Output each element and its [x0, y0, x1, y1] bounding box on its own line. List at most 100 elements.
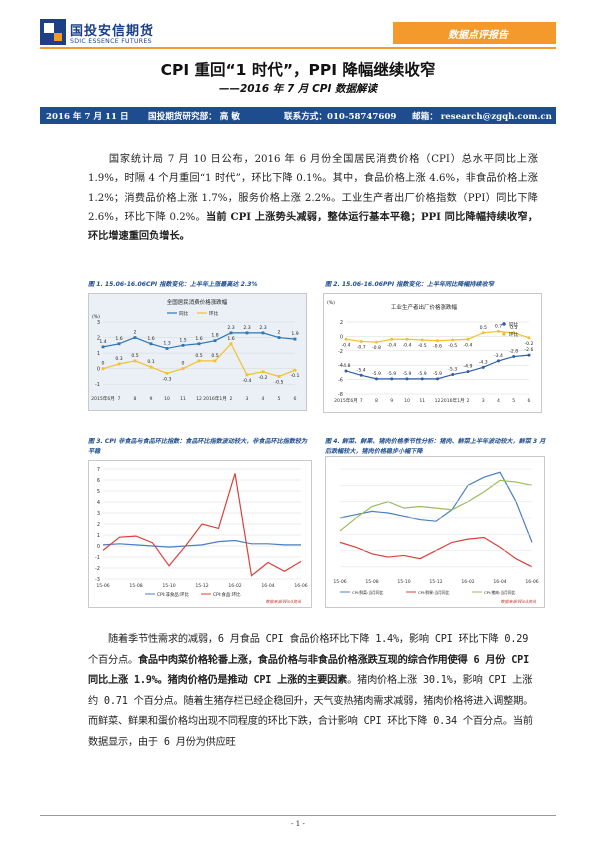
y-tick-label: -2 [338, 349, 343, 355]
data-point [436, 339, 439, 343]
legend-label: CPI:鲜果:当月同比 [418, 590, 450, 595]
data-point [497, 359, 500, 363]
ppi-chart: -8 -6 -4 -2 0 2 2015年6月 7 8 9 10 11 12 2016年1月 2 3 4 5 6 -4… [323, 293, 542, 413]
x-tick-label: 3 [482, 398, 485, 404]
data-point [245, 373, 249, 377]
data-point [451, 338, 455, 342]
data-point [181, 343, 185, 347]
legend-label: 环比 [209, 310, 219, 317]
x-tick-label: 15-06 [96, 583, 109, 589]
x-tick-label: 3 [246, 396, 249, 402]
data-label: -5.4 [357, 367, 366, 373]
data-label: -3.4 [494, 353, 503, 359]
figure-3-caption: 图 3. CPI 非食品与食品环比指数：食品环比指数波动较大，非食品环比指数较为… [88, 438, 308, 455]
logo-text-cn: 国投安信期货 [70, 24, 155, 39]
data-point [405, 337, 409, 341]
data-label: 1.6 [195, 336, 202, 342]
y-tick-label: 2 [340, 320, 343, 326]
data-label: 0.7 [495, 323, 502, 329]
data-label: -0.4 [464, 342, 473, 348]
data-point [101, 345, 105, 349]
x-tick-label: 2016年1月 [203, 395, 227, 402]
series-line-1 [339, 471, 533, 543]
data-point [149, 365, 153, 369]
x-tick-label: 15-08 [365, 579, 378, 585]
x-tick-label: 15-08 [129, 583, 142, 589]
legend-label: CPI:食品:环比 [213, 591, 241, 598]
data-label: -0.7 [357, 344, 366, 350]
data-label: -5.9 [403, 371, 412, 377]
data-point [197, 359, 201, 363]
data-point [359, 339, 363, 343]
y-tick-label: 0 [340, 334, 343, 340]
x-tick-label: 2 [230, 396, 233, 402]
data-point [117, 342, 121, 346]
data-point [481, 365, 485, 369]
data-label: -2.6 [525, 347, 534, 353]
data-point [481, 331, 485, 335]
y-tick-label: -2 [95, 566, 100, 572]
x-tick-label: 7 [118, 396, 121, 402]
data-label: 1.5 [179, 337, 186, 343]
analysis-bold-2: 猪肉价格仍是推动 CPI 上涨的主要因素 [167, 675, 348, 686]
data-label: 0.1 [147, 359, 154, 365]
data-label: -0.4 [387, 342, 396, 348]
data-label: 0.5 [131, 353, 138, 359]
page-title: CPI 重回“1 时代”，PPI 降幅继续收窄 [160, 61, 436, 79]
legend-label: CPI:鲜菜:当月同比 [352, 590, 384, 595]
data-label: 0.5 [480, 325, 487, 331]
data-label: 2.3 [227, 325, 234, 331]
y-tick-label: 3 [97, 320, 100, 326]
data-point [375, 340, 378, 344]
data-point [451, 373, 455, 377]
y-tick-label: 0 [97, 367, 100, 373]
x-tick-label: 15-10 [162, 583, 175, 589]
figure-2-caption: 图 2. 15.06-16.06PPI 指数变化：上半年同比降幅持续收窄 [325, 281, 494, 288]
x-tick-label: 15-10 [397, 579, 410, 585]
data-label: -0.5 [418, 343, 427, 349]
data-point [512, 331, 516, 335]
analysis-text-1: 随着季节性需求的减弱，6 月食品 CPI 食品价格环比下降 1.4%，影响 CP… [88, 634, 529, 666]
data-point [390, 337, 394, 341]
data-point [344, 337, 348, 341]
seasonal-chart: 15-06 15-08 15-10 15-12 16-02 16-04 16-06 CPI:鲜… [325, 456, 545, 608]
y-tick-label: 2 [97, 336, 100, 342]
data-label: -0.4 [342, 342, 351, 348]
data-label: -0.4 [403, 342, 412, 348]
report-date: 2016 年 7 月 11 日 [46, 112, 129, 122]
legend-label: 同比 [179, 310, 189, 317]
y-tick-label: 5 [97, 489, 100, 495]
figure-4-caption: 图 4. 鲜菜、鲜果、猪肉价格季节性分析：猪肉、鲜菜上半年波动较大，鲜菜 3 月… [325, 438, 546, 455]
data-label: -5.9 [372, 371, 381, 377]
data-point [344, 369, 348, 373]
x-tick-label: 2 [467, 398, 470, 404]
data-label: 0 [102, 361, 105, 367]
y-tick-label: 6 [97, 478, 100, 484]
data-label: 2 [278, 330, 281, 336]
analysis-bold-1: 食品中肉菜价格轮番上涨，食品价格与非食品价格涨跌互现的综合作用使得 6 月份 C… [88, 654, 530, 687]
x-tick-label: 12 [435, 398, 441, 404]
x-tick-label: 7 [360, 398, 363, 404]
legend-label: 环比 [509, 331, 519, 338]
legend-label: 同比 [509, 321, 519, 328]
data-label: 2.3 [259, 325, 266, 331]
data-point [405, 377, 409, 381]
data-point [420, 338, 424, 342]
x-tick-label: 6 [528, 398, 531, 404]
y-tick-label: -8 [338, 392, 343, 398]
logo-text-en: SDIC ESSENCE FUTURES [70, 38, 152, 45]
intro-text: 国家统计局 7 月 10 日公布，2016 年 6 月份全国居民消费价格（CPI… [88, 154, 538, 223]
x-tick-label: 16-02 [228, 583, 241, 589]
cpi-chart: -1 0 1 2 3 2015年6月 7 8 9 10 11 12 2016年1月 2 3 4 5 6 1.4 1.6… [88, 293, 307, 411]
data-source: 数据来源:Wind资讯 [266, 599, 302, 604]
contact-phone: 联系方式：010-58747609 [284, 112, 397, 122]
page-subtitle: ——2016 年 7 月 CPI 数据解读 [218, 83, 378, 95]
chart-title: 全国居民消费价格涨跌幅 [167, 298, 228, 306]
x-tick-label: 9 [390, 398, 393, 404]
y-axis-label: (%) [92, 314, 100, 320]
data-point [181, 367, 185, 371]
data-point [101, 367, 105, 371]
data-point [213, 359, 217, 363]
data-label: 0.5 [195, 353, 202, 359]
data-point [229, 342, 233, 346]
